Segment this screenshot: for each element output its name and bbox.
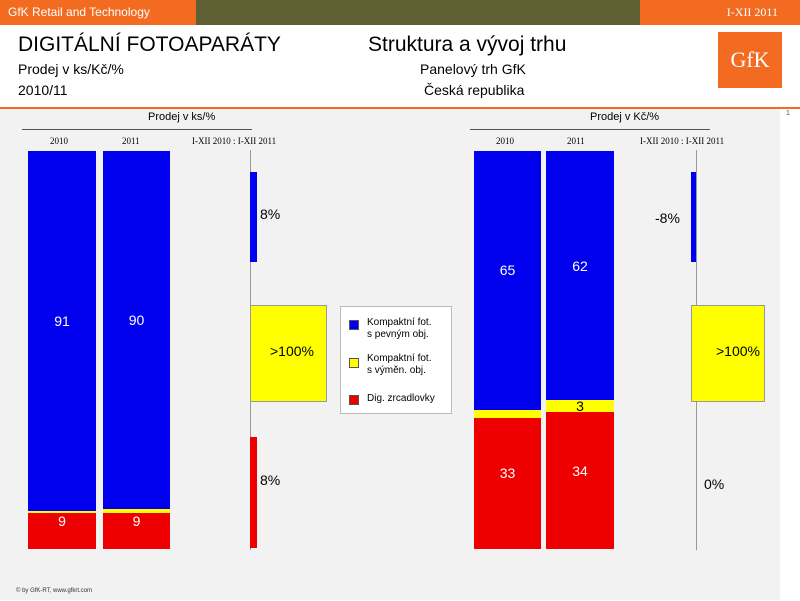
subtitle-years: 2010/11 xyxy=(18,82,68,98)
right-change-label-1: >100% xyxy=(716,343,760,359)
left-bar-2010-compact-interchangeable xyxy=(28,511,96,514)
left-change-marker-0 xyxy=(250,172,257,262)
right-cat-2010: 2010 xyxy=(496,136,514,146)
left-chart-title: Prodej v ks/% xyxy=(148,111,216,123)
center-subtitle-panel: Panelový trh GfK xyxy=(420,61,526,77)
left-data-label-2011-0: 90 xyxy=(128,312,145,329)
right-bar-2010-compact-fixed xyxy=(474,151,541,410)
left-change-label-1: >100% xyxy=(270,343,314,359)
legend-label-compact-fixed-2: s pevným obj. xyxy=(367,329,429,340)
right-title-rule xyxy=(470,129,710,130)
page-title: DIGITÁLNÍ FOTOAPARÁTY xyxy=(18,33,281,56)
legend-label-compact-fixed-1: Kompaktní fot. xyxy=(367,317,432,328)
right-change-header: I-XII 2010 : I-XII 2011 xyxy=(640,136,725,146)
right-bar-2011-compact-interchangeable xyxy=(546,400,614,413)
legend-swatch-dslr xyxy=(349,395,359,405)
left-change-header: I-XII 2010 : I-XII 2011 xyxy=(192,136,277,146)
right-data-label-2011-2: 34 xyxy=(572,462,588,479)
left-bar-2010-compact-fixed xyxy=(28,151,96,512)
legend-swatch-compact-interchangeable xyxy=(349,358,359,368)
right-cat-2011: 2011 xyxy=(567,136,585,146)
right-change-label-0: -8% xyxy=(655,210,680,226)
left-change-marker-1 xyxy=(250,305,327,402)
copyright-footer: © by GfK-RT, www.gfkrt.com xyxy=(16,588,92,594)
period-bar: I-XII 2011 xyxy=(640,0,800,25)
right-bar-2011-compact-fixed xyxy=(546,151,614,401)
page-number: 1 xyxy=(786,110,790,117)
legend-label-compact-interchangeable-2: s výměn. obj. xyxy=(367,365,426,376)
right-bar-2011-dslr xyxy=(546,412,614,549)
legend-swatch-compact-fixed xyxy=(349,320,359,330)
left-bar-2011-dslr xyxy=(103,513,170,549)
right-data-label-2010-2: 33 xyxy=(499,465,516,482)
separator xyxy=(0,107,800,109)
right-data-label-2010-0: 65 xyxy=(499,262,516,279)
left-bar-2011-compact-interchangeable xyxy=(103,509,170,514)
legend: Kompaktní fot. s pevným obj. Kompaktní f… xyxy=(340,306,452,414)
left-data-label-2010-2: 9 xyxy=(58,513,66,530)
left-cat-2011: 2011 xyxy=(122,136,140,146)
left-change-marker-2 xyxy=(250,437,257,548)
right-change-marker-0 xyxy=(691,172,696,262)
brand-bar: GfK Retail and Technology xyxy=(0,0,196,25)
left-cat-2010: 2010 xyxy=(50,136,68,146)
right-data-label-2011-1: 3 xyxy=(576,398,584,415)
center-title: Struktura a vývoj trhu xyxy=(368,33,567,56)
right-bar-2010-compact-interchangeable xyxy=(474,409,541,418)
left-change-label-0: 8% xyxy=(260,206,281,222)
center-subtitle-country: Česká republika xyxy=(424,82,525,98)
legend-label-compact-interchangeable-1: Kompaktní fot. xyxy=(367,353,432,364)
top-bar: GfK Retail and Technology I-XII 2011 xyxy=(0,0,800,25)
left-bar-2010-dslr xyxy=(28,513,96,549)
right-data-label-2011-0: 62 xyxy=(572,257,588,274)
left-data-label-2010-0: 91 xyxy=(54,313,70,330)
left-data-label-2011-2: 9 xyxy=(132,513,141,530)
right-change-label-2: 0% xyxy=(704,476,725,492)
right-change-marker-1 xyxy=(691,305,765,402)
right-bar-2010-dslr xyxy=(474,417,541,549)
left-title-rule xyxy=(22,129,252,130)
left-change-label-2: 8% xyxy=(260,472,281,488)
legend-label-dslr: Dig. zrcadlovky xyxy=(367,393,435,404)
subtitle-units: Prodej v ks/Kč/% xyxy=(18,61,124,77)
right-chart-title: Prodej v Kč/% xyxy=(590,111,660,123)
gfk-logo: GfK xyxy=(718,32,782,88)
left-bar-2011-compact-fixed xyxy=(103,151,170,510)
